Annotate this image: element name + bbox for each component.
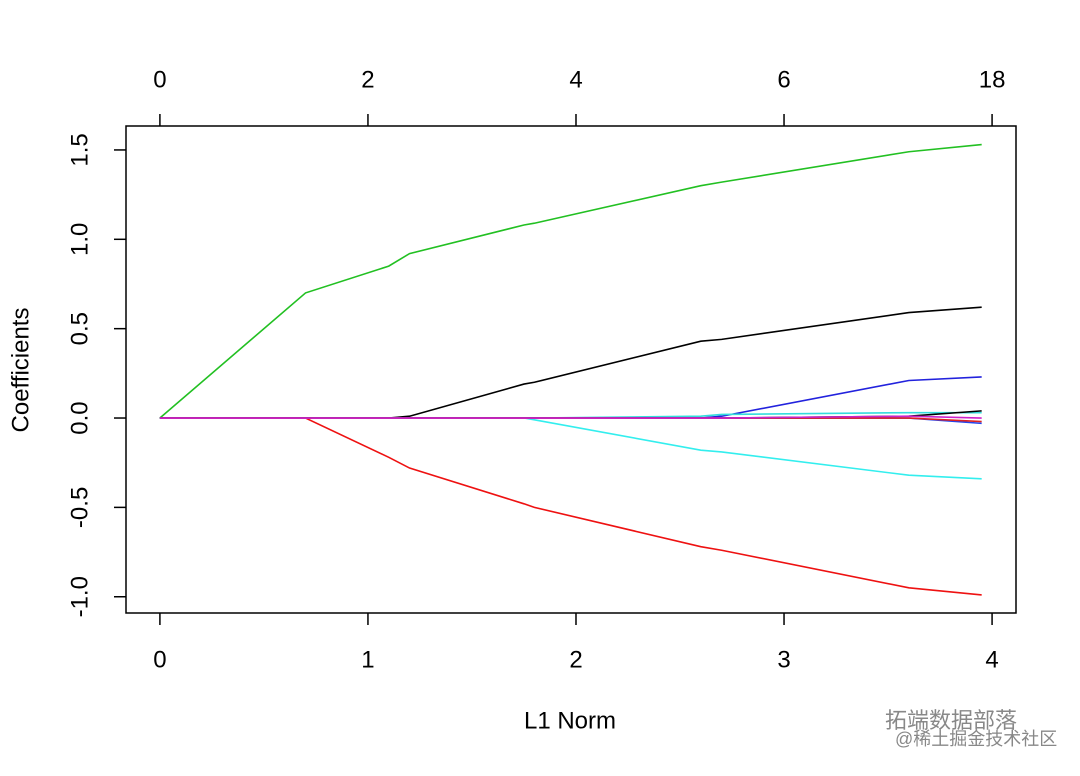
x-axis-label: L1 Norm [524,707,616,734]
y-axis-label: Coefficients [7,308,34,433]
y-tick-label: -0.5 [66,487,93,528]
x-tick-label: 2 [569,646,582,673]
x-tick-label: 1 [361,646,374,673]
series-line [159,376,982,419]
series-line [159,417,982,596]
x-tick-label: 0 [153,646,166,673]
y-tick-label: -1.0 [66,576,93,617]
series-line [159,143,982,419]
x2-tick-label: 2 [361,66,374,93]
y-tick-label: 1.5 [66,133,93,166]
watermark-source: @稀土掘金技术社区 [895,729,1057,749]
x-tick-label: 3 [777,646,790,673]
x2-tick-label: 4 [569,66,582,93]
x2-tick-label: 6 [777,66,790,93]
plot-frame [125,125,1017,614]
watermark-brand: 拓端数据部落 [885,708,1017,733]
series-line [159,417,982,480]
y-tick-label: 0.0 [66,401,93,434]
y-tick-label: 1.0 [66,223,93,256]
series-line [159,417,982,425]
y-tick-label: 0.5 [66,312,93,345]
x2-tick-label: 18 [979,66,1006,93]
series-line [159,415,982,419]
series-line [159,306,982,419]
x-tick-label: 4 [985,646,998,673]
x2-tick-label: 0 [153,66,166,93]
